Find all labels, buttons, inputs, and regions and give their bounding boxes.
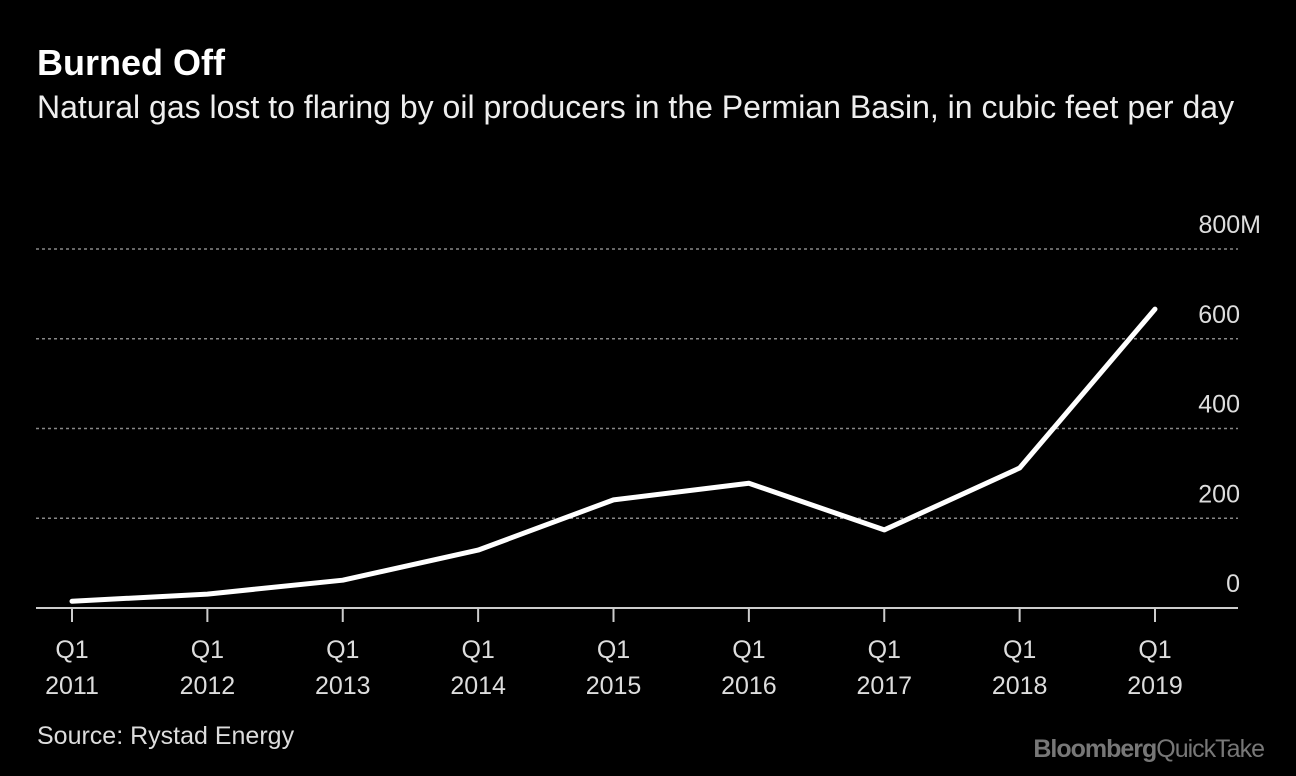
x-tick-label: Q1 xyxy=(1138,636,1171,664)
x-tick-label: Q1 xyxy=(191,636,224,664)
y-tick-label: 400 xyxy=(1198,391,1240,419)
x-tick-label: 2016 xyxy=(721,672,777,700)
x-tick-label: 2014 xyxy=(450,672,506,700)
x-tick-label: Q1 xyxy=(55,636,88,664)
data-line xyxy=(69,306,1158,604)
x-tick-label: 2019 xyxy=(1127,672,1183,700)
x-tick-label: Q1 xyxy=(461,636,494,664)
x-tick-label: 2017 xyxy=(856,672,912,700)
chart-title: Burned Off xyxy=(37,42,225,83)
y-tick-label: 0 xyxy=(1226,570,1240,598)
x-tick-label: Q1 xyxy=(732,636,765,664)
y-tick-label: 800M xyxy=(1198,211,1261,239)
x-tick-label: Q1 xyxy=(326,636,359,664)
chart-subtitle: Natural gas lost to flaring by oil produ… xyxy=(37,89,1235,125)
y-tick-label: 200 xyxy=(1198,480,1240,508)
x-tick-label: Q1 xyxy=(597,636,630,664)
x-tick-label: Q1 xyxy=(868,636,901,664)
x-tick-label: 2018 xyxy=(992,672,1048,700)
x-tick-label: 2013 xyxy=(315,672,371,700)
x-tick-label: Q1 xyxy=(1003,636,1036,664)
source-note: Source: Rystad Energy xyxy=(37,722,295,750)
y-tick-label: 600 xyxy=(1198,301,1240,329)
x-tick-label: 2012 xyxy=(180,672,236,700)
x-tick-label: 2015 xyxy=(586,672,642,700)
x-tick-label: 2011 xyxy=(45,672,99,700)
bloomberg-quicktake-logo: BloombergQuickTake xyxy=(1033,735,1265,763)
